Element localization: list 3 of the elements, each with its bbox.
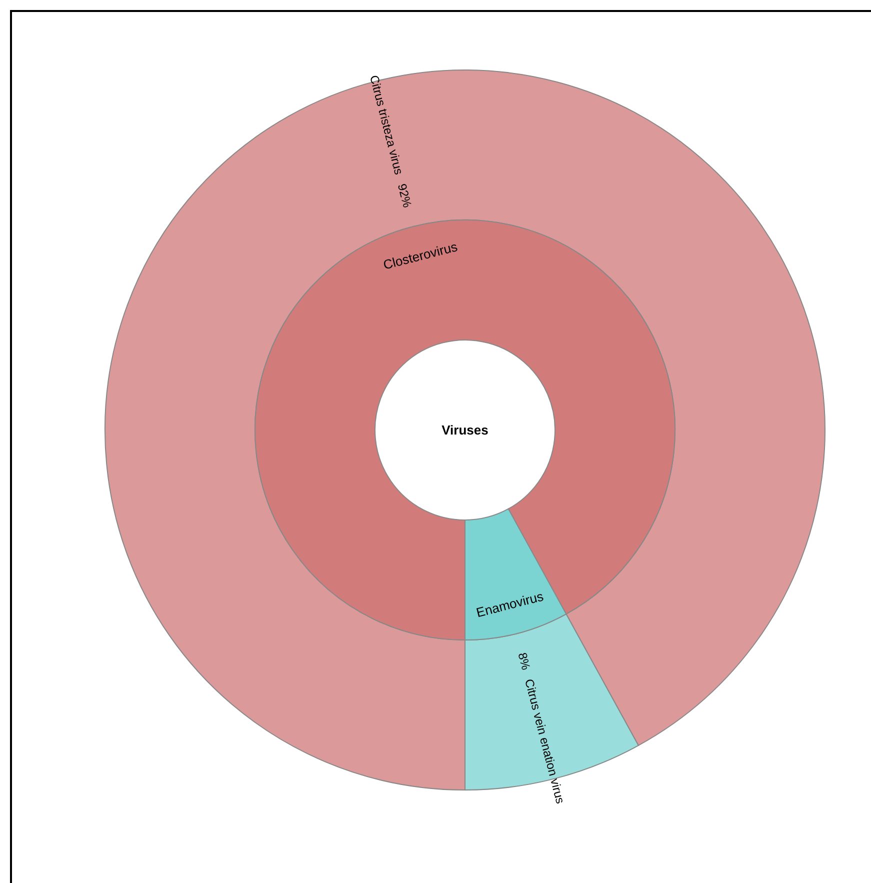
- text: Viruses: [442, 422, 488, 438]
- slice-label: Citrus tristeza virus 92%: [366, 74, 414, 210]
- slice-label: 8% Citrus vein enation virus: [515, 651, 568, 806]
